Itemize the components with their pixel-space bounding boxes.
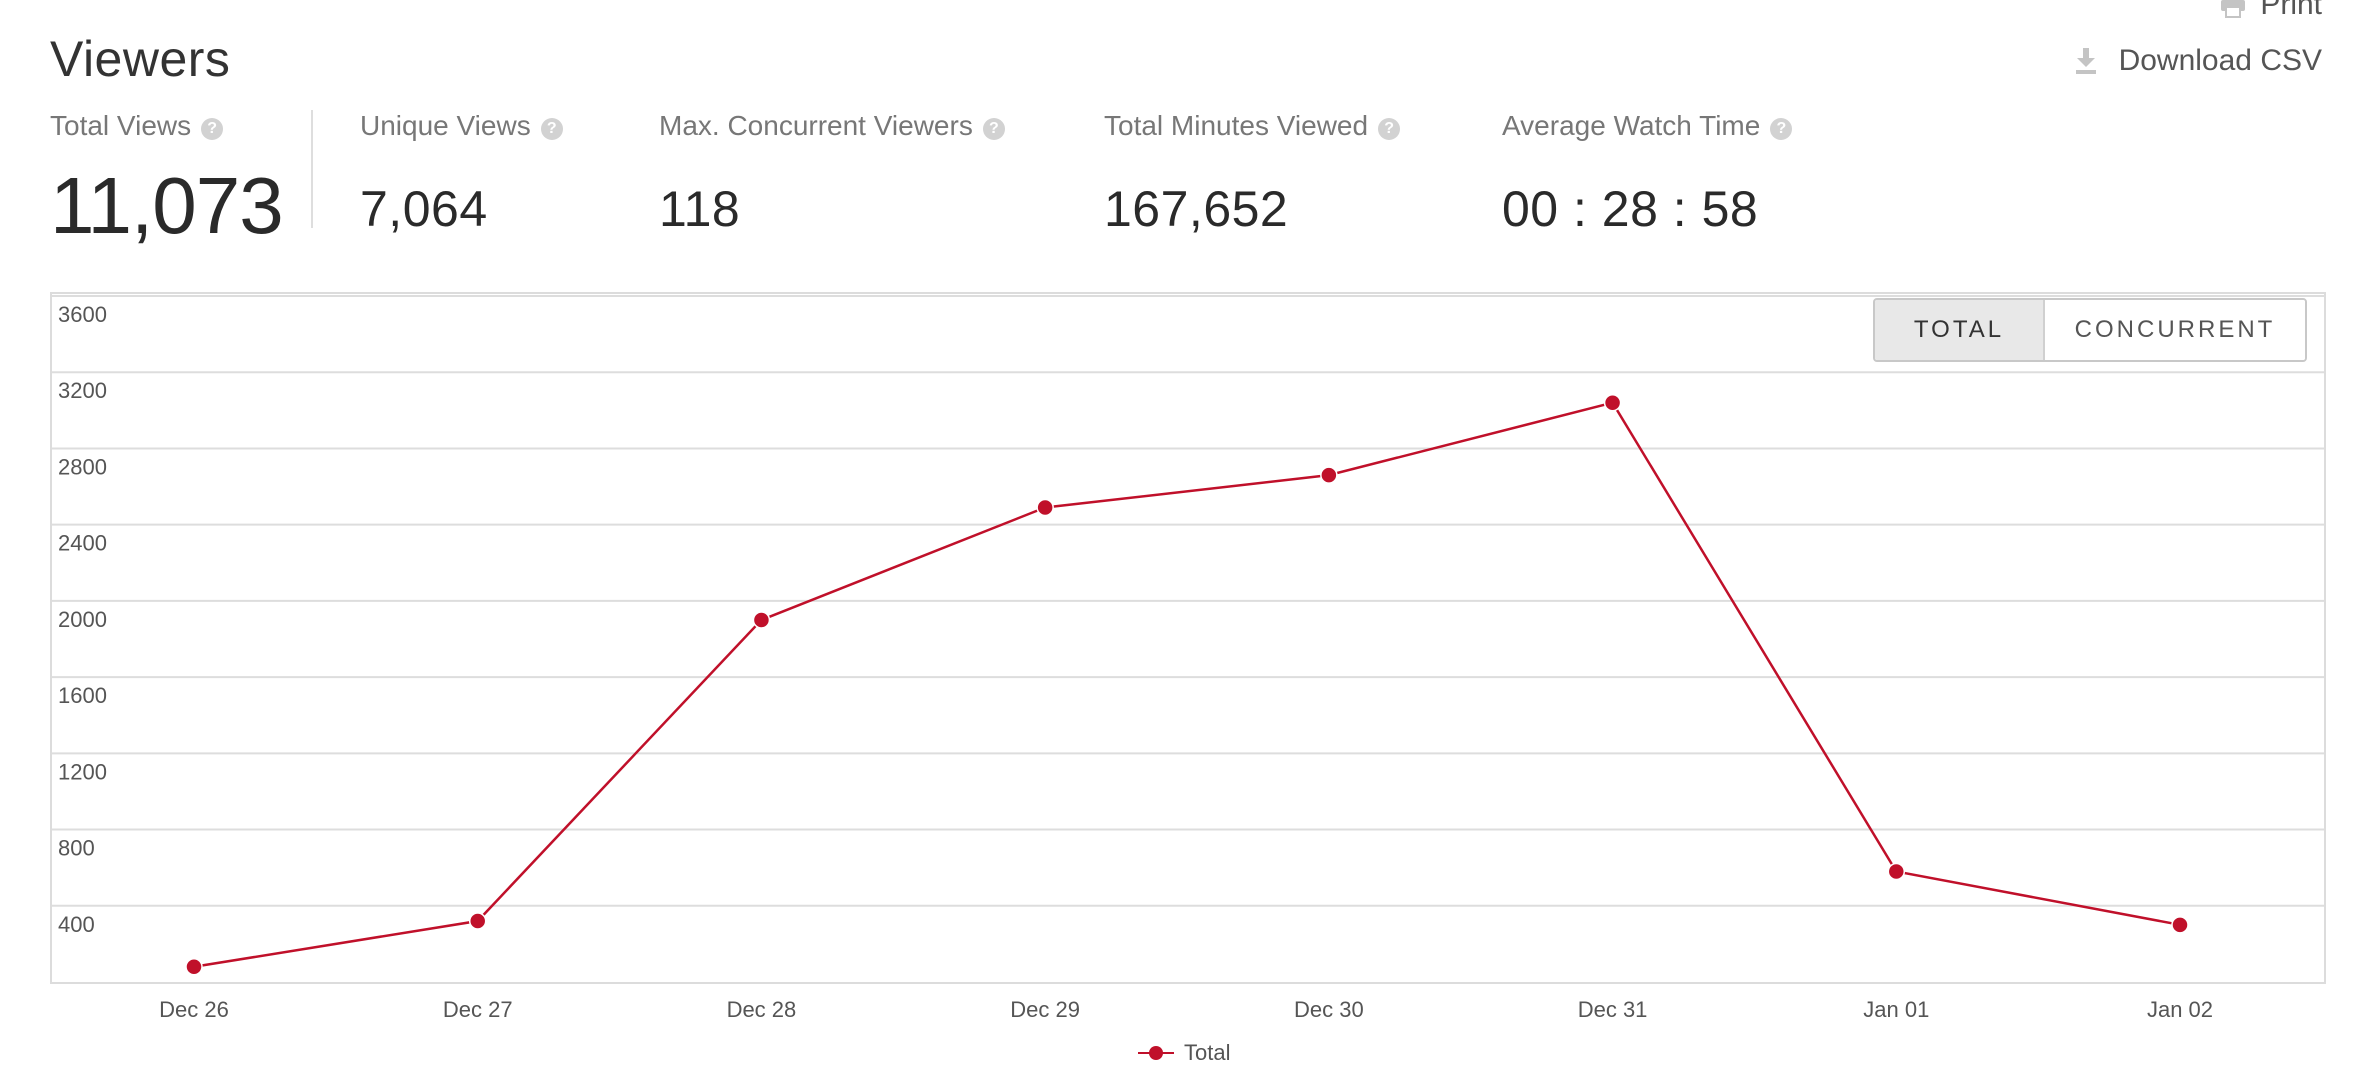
x-tick-label: Dec 31	[1578, 997, 1648, 1022]
help-icon[interactable]: ?	[1378, 118, 1401, 140]
legend-line-marker-icon	[1138, 1045, 1174, 1061]
data-point	[1036, 498, 1054, 517]
x-tick-label: Dec 27	[443, 997, 513, 1022]
stat-label: Average Watch Time	[1502, 110, 1761, 141]
download-csv-label: Download CSV	[2118, 44, 2322, 77]
print-label: Print	[2260, 0, 2322, 21]
stat-value: 7,064	[360, 181, 488, 237]
printer-icon	[2221, 0, 2246, 18]
help-icon[interactable]: ?	[1770, 118, 1793, 140]
y-tick-label: 400	[58, 912, 95, 937]
y-tick-label: 2800	[58, 454, 107, 479]
x-tick-label: Dec 30	[1294, 997, 1364, 1022]
x-tick-label: Dec 26	[159, 997, 229, 1022]
stat-total-views: Total Views ? 11,073	[50, 110, 284, 252]
help-icon[interactable]: ?	[201, 118, 224, 140]
x-tick-label: Jan 01	[1863, 997, 1929, 1022]
data-point	[1320, 466, 1338, 484]
y-tick-label: 2000	[58, 607, 107, 632]
stat-total-minutes-viewed: Total Minutes Viewed ? 167,652	[1104, 110, 1401, 238]
stat-divider	[311, 110, 313, 228]
data-point	[1603, 393, 1622, 412]
stat-value: 118	[659, 181, 741, 237]
data-point	[2171, 916, 2189, 934]
chart-mode-toggle: TOTAL CONCURRENT	[1873, 298, 2307, 362]
stat-label: Total Views	[50, 110, 192, 141]
help-icon[interactable]: ?	[982, 118, 1005, 140]
tab-total[interactable]: TOTAL	[1875, 300, 2045, 360]
y-tick-label: 3200	[58, 378, 107, 403]
y-tick-label: 1600	[58, 683, 107, 708]
stat-average-watch-time: Average Watch Time ? 00 : 28 : 58	[1502, 110, 1793, 238]
stat-value: 11,073	[50, 161, 284, 250]
data-point	[1887, 862, 1906, 881]
stat-label: Max. Concurrent Viewers	[659, 110, 973, 141]
tab-concurrent[interactable]: CONCURRENT	[2045, 300, 2305, 360]
y-tick-label: 1200	[58, 759, 107, 784]
stat-max-concurrent-viewers: Max. Concurrent Viewers ? 118	[659, 110, 1005, 238]
data-point	[185, 958, 203, 976]
download-icon	[2075, 48, 2096, 74]
stat-unique-views: Unique Views ? 7,064	[360, 110, 563, 238]
y-tick-label: 3600	[58, 302, 107, 327]
stat-value: 00 : 28 : 58	[1502, 181, 1759, 237]
page-title: Viewers	[50, 31, 231, 87]
chart-legend[interactable]: Total	[1138, 1040, 1230, 1066]
series-line	[193, 401, 2181, 968]
y-tick-label: 2400	[58, 531, 107, 556]
x-tick-label: Jan 02	[2147, 997, 2213, 1022]
download-csv-link[interactable]: Download CSV	[2075, 44, 2322, 78]
stat-value: 167,652	[1104, 181, 1289, 237]
legend-label: Total	[1184, 1040, 1231, 1065]
x-tick-label: Dec 28	[727, 997, 797, 1022]
y-tick-label: 800	[58, 836, 95, 861]
help-icon[interactable]: ?	[540, 118, 563, 140]
data-point	[752, 611, 771, 629]
stat-label: Unique Views	[360, 110, 531, 141]
stat-label: Total Minutes Viewed	[1104, 110, 1369, 141]
data-point	[468, 912, 487, 930]
chart-container	[50, 292, 2326, 984]
x-tick-label: Dec 29	[1010, 997, 1080, 1022]
print-link[interactable]: Print	[2220, 0, 2322, 22]
